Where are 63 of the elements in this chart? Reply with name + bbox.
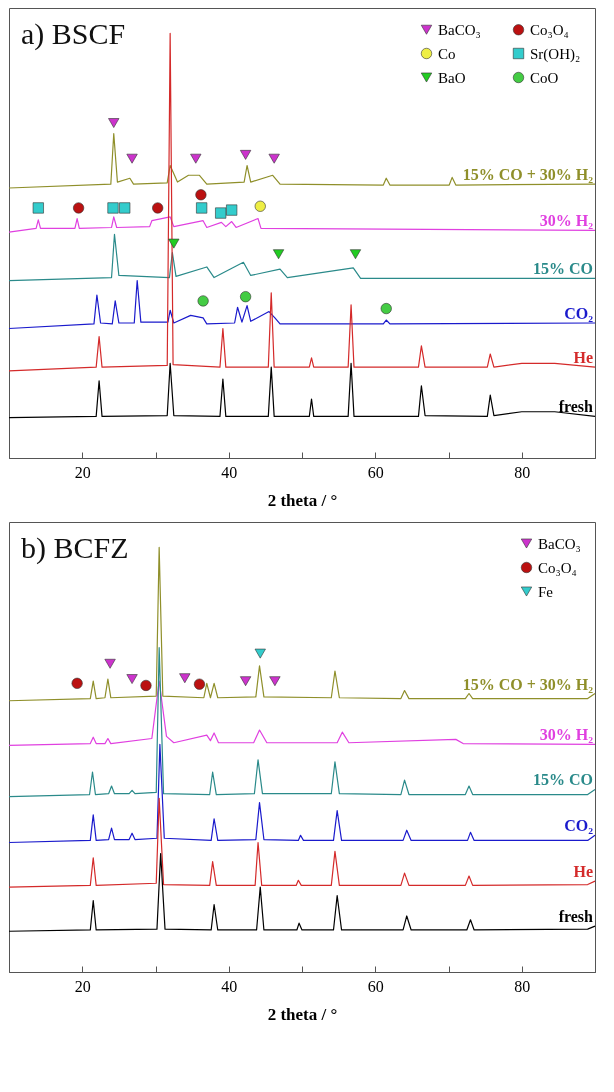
x-tick-label: 60 xyxy=(367,463,384,481)
point xyxy=(193,678,205,690)
chart-title: a) BSCF xyxy=(21,17,126,51)
point xyxy=(71,677,83,689)
x-tick-label: 80 xyxy=(514,977,531,995)
series-label: 15% CO + 30% H₂ xyxy=(462,166,594,184)
legend-label: Fe xyxy=(538,583,554,600)
point xyxy=(197,295,209,307)
series-label: 15% CO xyxy=(533,771,593,789)
series-label: 30% H₂ xyxy=(539,212,594,230)
point xyxy=(196,202,208,214)
point xyxy=(380,303,392,315)
series-label: fresh xyxy=(558,908,594,926)
point xyxy=(190,153,202,164)
x-tick-label: 20 xyxy=(74,977,91,995)
point xyxy=(240,291,252,303)
x-tick-label: 60 xyxy=(367,977,384,995)
point xyxy=(240,150,252,160)
point xyxy=(195,189,207,201)
legend-label: BaO xyxy=(438,69,466,86)
series-label: He xyxy=(573,863,593,881)
point xyxy=(268,153,280,164)
point xyxy=(73,202,85,214)
series-label: 15% CO xyxy=(533,260,593,278)
point xyxy=(126,153,138,164)
point xyxy=(152,202,164,214)
legend-label: CoO xyxy=(530,69,559,86)
legend-label: Co₃O₄ xyxy=(530,21,569,38)
x-tick-label: 40 xyxy=(221,463,238,481)
legend-label: Co xyxy=(438,45,456,62)
point xyxy=(240,676,252,687)
x-tick-label: 20 xyxy=(74,463,91,481)
x-axis-title: 2 theta / ° xyxy=(267,490,338,510)
legend-label: Sr(OH)₂ xyxy=(530,45,581,63)
point xyxy=(254,200,266,212)
point xyxy=(273,249,285,260)
point xyxy=(104,658,116,669)
x-tick-label: 80 xyxy=(514,463,531,481)
legend-label: Co₃O₄ xyxy=(538,559,577,576)
point xyxy=(32,202,44,214)
series-label: 15% CO + 30% H₂ xyxy=(462,675,594,693)
point xyxy=(126,674,138,684)
point xyxy=(269,676,281,687)
point xyxy=(108,118,120,128)
legend-label: BaCO₃ xyxy=(538,535,581,552)
legend-label: BaCO₃ xyxy=(438,21,481,38)
point xyxy=(349,249,362,260)
point xyxy=(226,204,238,216)
point xyxy=(140,679,152,691)
point xyxy=(179,673,191,684)
series-label: fresh xyxy=(558,398,594,416)
x-axis-title: 2 theta / ° xyxy=(267,1004,338,1024)
series-label: He xyxy=(573,349,593,367)
series-label: 30% H₂ xyxy=(539,726,594,744)
point xyxy=(254,648,266,659)
point xyxy=(107,202,119,214)
point xyxy=(168,238,180,249)
x-tick-label: 40 xyxy=(221,977,238,995)
series-label: CO₂ xyxy=(564,305,594,322)
chart-title: b) BCFZ xyxy=(21,531,129,565)
point xyxy=(215,207,227,219)
series-label: CO₂ xyxy=(564,817,594,835)
point xyxy=(119,202,131,214)
